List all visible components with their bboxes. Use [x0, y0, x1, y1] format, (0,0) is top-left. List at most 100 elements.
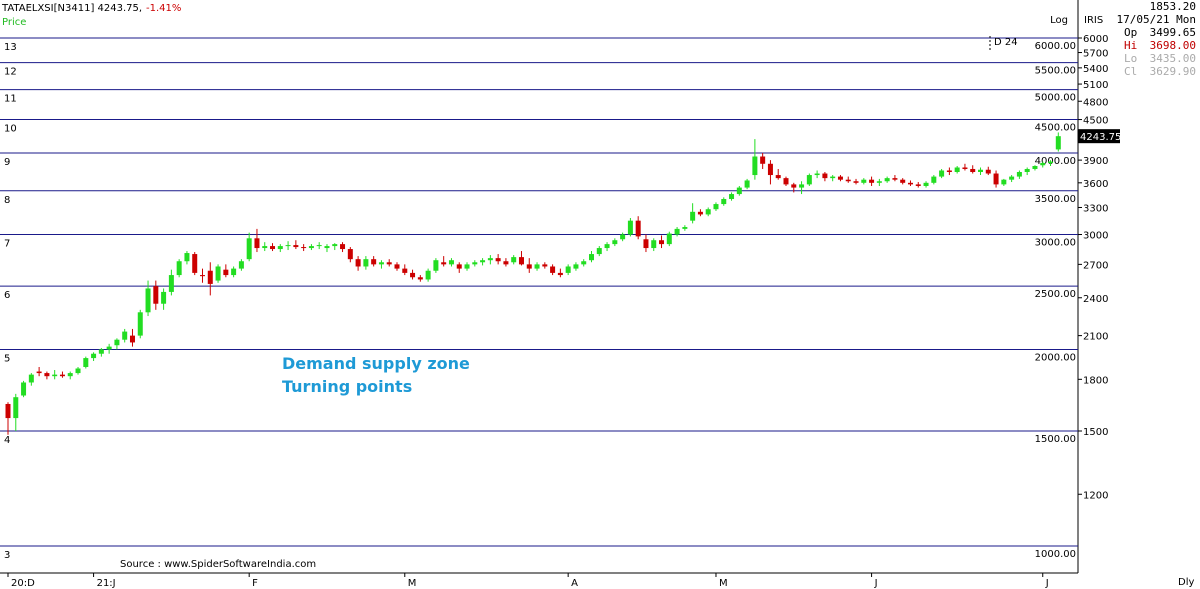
level-number: 11: [4, 94, 17, 105]
candle-body: [91, 353, 97, 359]
info-lo-value: 3435.00: [1149, 52, 1196, 65]
candle-body: [542, 264, 548, 267]
candle-body: [293, 245, 299, 248]
info-op-value: 3499.65: [1149, 26, 1196, 39]
candle-body: [729, 194, 735, 200]
candle-body: [308, 246, 314, 249]
candle-body: [931, 176, 937, 183]
candle-body: [472, 262, 478, 265]
candle-body: [853, 181, 859, 183]
candle-body: [666, 233, 672, 245]
candle-body: [946, 170, 952, 172]
candle-body: [526, 264, 532, 269]
candle-body: [713, 204, 719, 210]
x-tick-label: M: [719, 578, 728, 589]
level-number: 3: [4, 550, 10, 561]
candle-body: [161, 291, 167, 304]
candle-body: [324, 246, 330, 249]
level-value-label: 3000.00: [1035, 238, 1076, 249]
info-hi-label: Hi: [1124, 39, 1138, 52]
candle-body: [1009, 176, 1015, 180]
candle-body: [993, 173, 999, 185]
level-number: 6: [4, 290, 10, 301]
candle-body: [985, 169, 991, 174]
candle-body: [518, 257, 524, 265]
candle-body: [791, 184, 797, 188]
candle-body: [44, 373, 50, 377]
candle-body: [122, 331, 128, 340]
candle-body: [744, 180, 750, 188]
last-price-label: 4243.75: [1080, 132, 1121, 143]
level-number: 8: [4, 195, 10, 206]
candle-body: [511, 257, 517, 263]
candle-body: [21, 382, 27, 396]
last-price-badge: [1078, 129, 1120, 144]
level-value-label: 4000.00: [1035, 156, 1076, 167]
candle-body: [1040, 163, 1046, 166]
level-number: 5: [4, 353, 10, 364]
level-value-label: 5500.00: [1035, 66, 1076, 77]
level-value-label: 1500.00: [1035, 434, 1076, 445]
candle-body: [106, 346, 112, 350]
candle-body: [884, 178, 890, 182]
candle-body: [238, 261, 244, 269]
candle-body: [433, 260, 439, 271]
candle-body: [900, 179, 906, 183]
candle-body: [752, 156, 758, 176]
info-lo-label: Lo: [1124, 52, 1138, 65]
candle-body: [301, 247, 307, 249]
candle-body: [36, 371, 42, 374]
candle-body: [775, 175, 781, 179]
level-number: 13: [4, 42, 17, 53]
level-number: 10: [4, 124, 17, 135]
candle-body: [892, 178, 898, 180]
candle-body: [581, 261, 587, 265]
x-tick-label: M: [408, 578, 417, 589]
candle-body: [557, 272, 563, 276]
candle-body: [674, 228, 680, 235]
price-label: Price: [2, 17, 26, 28]
candle-body: [627, 220, 633, 235]
candle-body: [192, 254, 198, 273]
candle-body: [456, 264, 462, 269]
candle-body: [495, 258, 501, 262]
candle-body: [83, 358, 89, 367]
log-label: Log: [1050, 15, 1068, 26]
y-tick-label: 3000: [1083, 231, 1108, 242]
candle-body: [223, 269, 229, 276]
candle-body: [612, 240, 618, 245]
y-tick-label: 1200: [1083, 490, 1108, 501]
x-tick-label: 21:J: [97, 578, 116, 589]
candle-body: [534, 264, 540, 269]
info-op-label: Op: [1124, 26, 1138, 39]
candle-body: [207, 270, 213, 284]
candle-body: [970, 168, 976, 172]
y-tick-label: 4800: [1083, 97, 1108, 108]
candle-body: [168, 275, 174, 292]
candle-body: [736, 187, 742, 195]
candle-body: [651, 240, 657, 249]
level-value-label: 2500.00: [1035, 289, 1076, 300]
candle-body: [705, 209, 711, 215]
candle-body: [285, 245, 291, 247]
annotation-turning-points: Turning points: [282, 377, 412, 396]
candle-body: [410, 272, 416, 278]
candle-body: [5, 403, 11, 419]
candle-body: [690, 211, 696, 221]
candle-body: [114, 339, 120, 346]
y-tick-label: 3600: [1083, 179, 1108, 190]
info-date: 17/05/21 Mon: [1116, 13, 1196, 26]
candle-body: [604, 244, 610, 249]
candle-body: [814, 173, 820, 176]
candle-body: [448, 260, 454, 265]
candle-body: [176, 261, 182, 276]
chart-change: -1.41%: [146, 3, 181, 14]
candle-body: [923, 182, 929, 186]
candle-body: [659, 240, 665, 245]
candle-body: [643, 239, 649, 249]
candle-body: [441, 262, 447, 265]
candle-body: [783, 178, 789, 185]
candle-body: [503, 261, 509, 265]
candle-body: [13, 397, 19, 419]
